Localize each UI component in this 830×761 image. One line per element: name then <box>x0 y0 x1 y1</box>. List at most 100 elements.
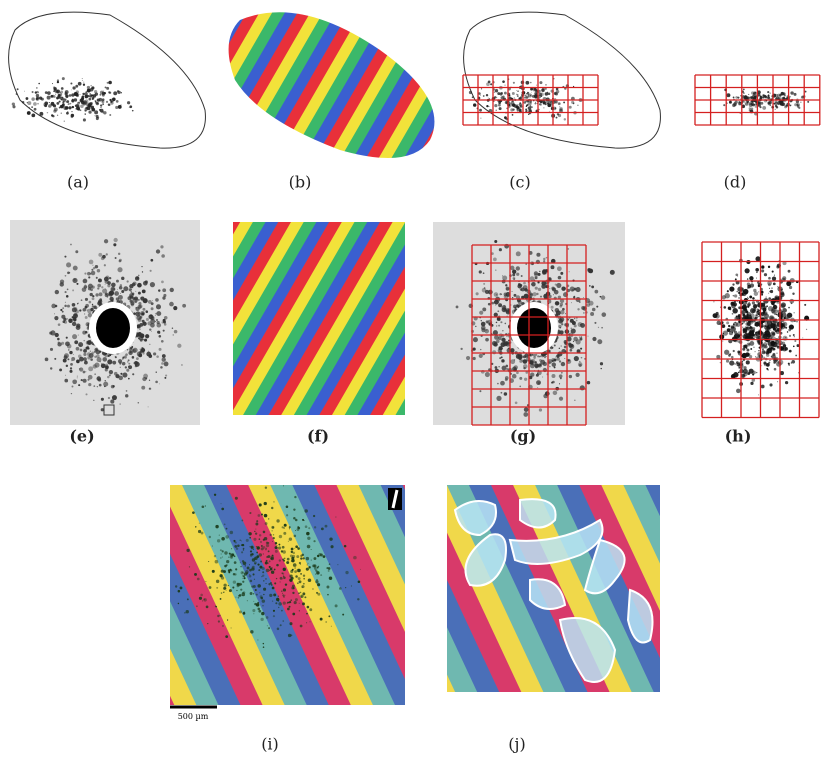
speck <box>115 356 117 358</box>
speck <box>498 366 499 367</box>
speck <box>769 360 770 361</box>
speck <box>73 354 74 355</box>
speck <box>66 112 69 115</box>
speck <box>57 115 58 116</box>
speck <box>289 526 291 528</box>
speck <box>283 588 286 591</box>
speck <box>760 96 761 97</box>
speck <box>772 271 774 273</box>
speck <box>217 539 220 542</box>
speck <box>299 603 300 604</box>
speck <box>283 596 285 598</box>
speck <box>208 561 209 562</box>
speck <box>265 578 267 580</box>
speck <box>559 108 562 111</box>
speck <box>94 356 96 358</box>
speck <box>282 593 283 594</box>
speck <box>113 385 115 387</box>
speck <box>212 546 213 547</box>
speck <box>269 570 270 571</box>
speck <box>63 106 67 110</box>
speck <box>61 113 62 114</box>
speck <box>148 351 149 352</box>
speck <box>505 85 506 86</box>
speck <box>76 106 80 110</box>
speck <box>134 296 138 300</box>
speck <box>486 320 489 323</box>
speck <box>512 270 516 274</box>
speck <box>278 544 280 546</box>
speck <box>537 387 538 388</box>
speck <box>578 362 582 366</box>
speck <box>785 316 788 319</box>
speck <box>74 340 78 344</box>
speck <box>88 383 91 386</box>
speck <box>264 502 267 505</box>
speck <box>755 315 758 318</box>
panel-label: (i) <box>261 735 279 754</box>
speck <box>724 350 729 355</box>
speck <box>126 369 129 372</box>
speck <box>539 408 542 411</box>
speck <box>782 308 787 313</box>
speck <box>514 97 515 98</box>
speck <box>505 378 508 381</box>
speck <box>77 376 78 377</box>
speck <box>155 381 158 384</box>
speck <box>97 284 101 288</box>
speck <box>272 587 275 590</box>
speck <box>580 348 582 350</box>
speck <box>756 335 757 336</box>
speck <box>70 82 72 84</box>
speck <box>106 253 108 255</box>
speck <box>300 595 303 598</box>
speck <box>70 367 72 369</box>
speck <box>496 322 498 324</box>
speck <box>231 553 234 556</box>
speck <box>106 101 108 103</box>
speck <box>246 539 249 542</box>
speck <box>750 337 751 338</box>
speck <box>592 337 596 341</box>
speck <box>247 567 250 570</box>
speck <box>82 80 83 81</box>
speck <box>768 277 771 280</box>
speck <box>107 376 109 378</box>
speck <box>345 571 348 574</box>
speck <box>516 273 519 276</box>
speck <box>266 544 269 547</box>
speck <box>233 580 236 583</box>
speck <box>488 290 493 295</box>
speck <box>159 383 160 384</box>
speck <box>563 101 565 103</box>
speck <box>33 102 37 106</box>
speck <box>72 86 75 89</box>
speck <box>538 382 540 384</box>
speck <box>206 581 207 582</box>
speck <box>125 353 128 356</box>
speck <box>548 295 552 299</box>
speck <box>187 598 189 600</box>
speck <box>217 615 219 617</box>
speck <box>789 286 792 289</box>
speck <box>265 522 268 525</box>
speck <box>267 625 268 626</box>
speck <box>55 290 59 294</box>
speck <box>163 321 166 324</box>
speck <box>290 554 293 557</box>
speck <box>300 573 302 575</box>
speck <box>516 251 521 256</box>
speck <box>88 276 90 278</box>
speck <box>120 284 122 286</box>
speck <box>64 256 66 258</box>
speck <box>269 566 271 568</box>
speck <box>561 372 563 374</box>
speck <box>199 523 200 524</box>
speck <box>108 104 110 106</box>
speck <box>24 91 25 92</box>
speck <box>750 308 755 313</box>
speck <box>521 275 523 277</box>
speck <box>512 297 513 298</box>
speck <box>737 97 739 99</box>
speck <box>128 363 130 365</box>
